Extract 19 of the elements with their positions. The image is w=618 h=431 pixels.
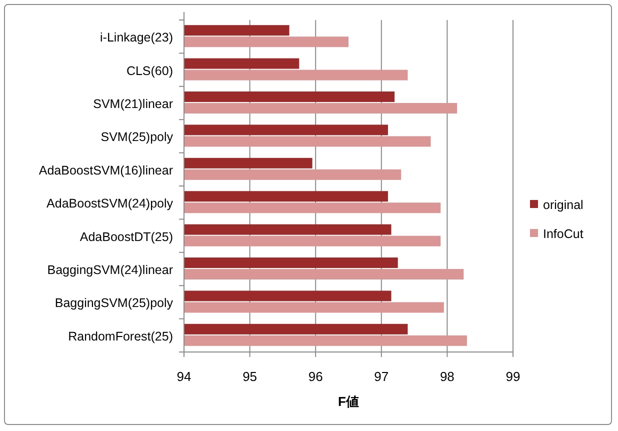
y-tick-label: SVM(25)poly — [100, 130, 174, 144]
x-axis-title: F値 — [338, 394, 359, 409]
x-tick-label: 98 — [440, 369, 454, 384]
x-tick-label: 95 — [242, 369, 258, 384]
x-tick-label: 96 — [308, 369, 323, 384]
y-tick-label: AdaBoostSVM(16)linear — [38, 163, 173, 178]
y-tick-label: CLS(60) — [126, 64, 173, 78]
x-tick-label: 97 — [374, 369, 389, 384]
y-tick-label: BaggingSVM(25)poly — [54, 296, 174, 310]
y-tick-label: i-Linkage(23) — [100, 30, 173, 45]
y-tick-label: BaggingSVM(24)linear — [47, 263, 173, 277]
y-tick-label: SVM(21)linear — [93, 97, 173, 111]
y-tick-label: AdaBoostSVM(24)poly — [46, 196, 174, 211]
legend-label: InfoCut — [543, 227, 584, 241]
x-tick-label: 99 — [506, 369, 520, 384]
x-tick-label: 94 — [176, 369, 192, 384]
y-tick-label: AdaBoostDT(25) — [80, 230, 173, 244]
y-tick-label: RandomForest(25) — [68, 329, 173, 344]
legend-label: original — [543, 198, 584, 212]
